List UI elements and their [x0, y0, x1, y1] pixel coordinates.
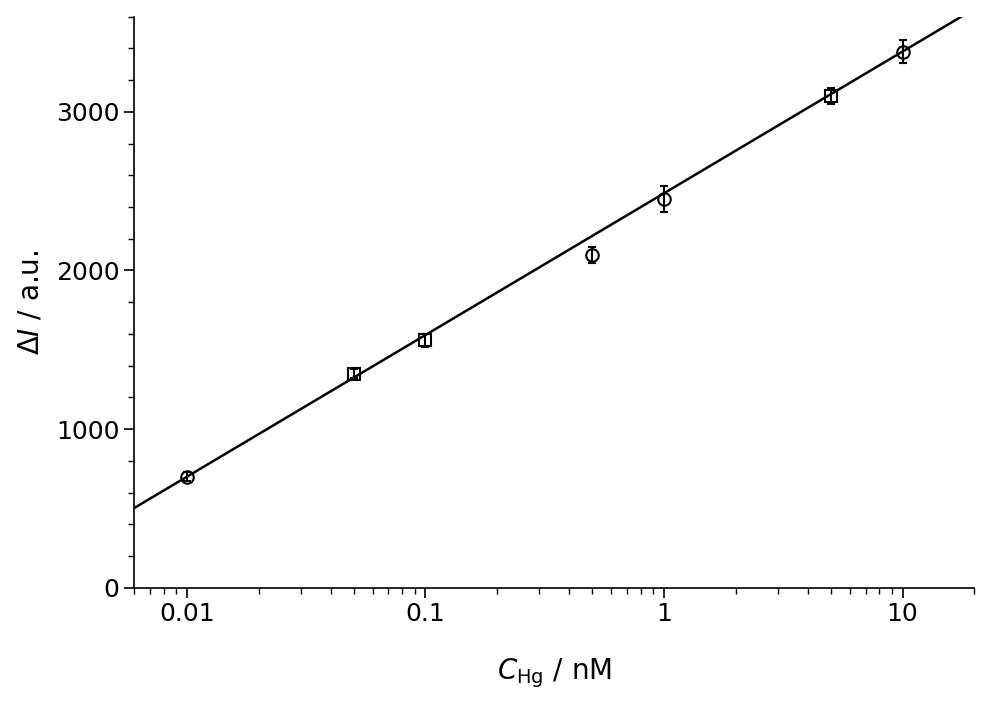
Text: $C_{\mathrm{Hg}}$ / nM: $C_{\mathrm{Hg}}$ / nM — [496, 657, 611, 690]
Y-axis label: $\Delta\mathit{I}$ / a.u.: $\Delta\mathit{I}$ / a.u. — [17, 250, 45, 355]
